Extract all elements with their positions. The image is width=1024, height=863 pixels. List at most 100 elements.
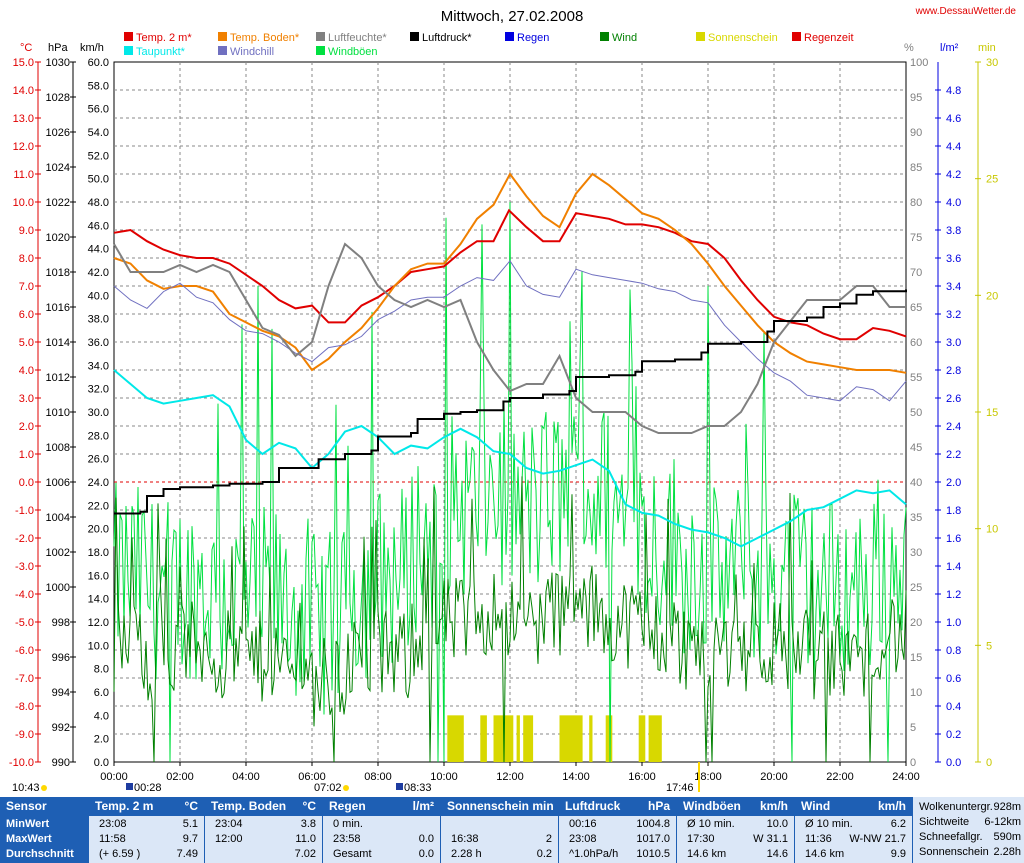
annotations: 10:43 00:28 07:02 08:33 17:46: [12, 762, 700, 794]
rain-tick-13: 2.2: [946, 449, 961, 461]
stats-cell-time: 12:00: [215, 833, 243, 845]
pressure-tick-1: 1028: [46, 92, 70, 104]
x-tick-12: 24:00: [892, 771, 920, 783]
legend-swatch-1: [124, 46, 133, 55]
site-link[interactable]: www.DessauWetter.de: [915, 6, 1017, 17]
stats-cell-value: 9.9: [890, 848, 906, 860]
wind-tick-1: 58.0: [88, 80, 109, 92]
wind-tick-20: 20.0: [88, 524, 109, 536]
stats-cell-value: 5.1: [182, 818, 198, 830]
stats-extra-value: 590m: [993, 831, 1021, 843]
stats-extra-label: Sonnenschein: [919, 846, 989, 858]
temp-tick-2: 13.0: [13, 113, 34, 125]
stats-cell-value: 1017.0: [636, 833, 670, 845]
rain-tick-0: 4.8: [946, 85, 961, 97]
stats-header-sensor: Sensor: [0, 797, 88, 816]
temp-tick-19: -4.0: [15, 589, 34, 601]
legend-swatch-7: [505, 32, 514, 41]
temp-tick-9: 6.0: [19, 309, 34, 321]
stats-cell-value: 1010.5: [636, 848, 670, 860]
pressure-tick-3: 1024: [46, 162, 70, 174]
wind-tick-12: 36.0: [88, 337, 109, 349]
annot-label-2: 07:02: [314, 782, 342, 794]
wind-tick-5: 50.0: [88, 174, 109, 186]
legend-swatch-9: [696, 32, 705, 41]
temp-tick-11: 4.0: [19, 365, 34, 377]
temp-tick-1: 14.0: [13, 85, 34, 97]
stats-header-unit: hPa: [647, 799, 670, 813]
stats-row: 00:16 1004.8: [559, 817, 676, 832]
rain-tick-10: 2.8: [946, 365, 961, 377]
stats-row: 17:30 W 31.1: [677, 832, 794, 847]
annot-label-4: 17:46: [666, 782, 694, 794]
stats-cell-value: 0.0: [418, 848, 434, 860]
stats-row: ^1.0hPa/h 1010.5: [559, 847, 676, 862]
rain-tick-8: 3.2: [946, 309, 961, 321]
stats-cell-value: 0.0: [418, 833, 434, 845]
humidity-tick-3: 85: [910, 162, 922, 174]
wind-tick-22: 16.0: [88, 570, 109, 582]
wind-tick-13: 34.0: [88, 360, 109, 372]
wind-tick-11: 38.0: [88, 314, 109, 326]
sun-bar-7: [605, 715, 613, 762]
stats-cell-time: 14.6 km: [687, 848, 727, 860]
pressure-tick-8: 1014: [46, 337, 70, 349]
stats-cell-time: Gesamt: [333, 848, 372, 860]
stats-header-wind: Wind km/h: [795, 797, 912, 816]
stats-extra-row: Sonnenschein 2.28h: [913, 845, 1024, 860]
humidity-tick-6: 70: [910, 267, 922, 279]
stats-row: Gesamt 0.0: [323, 847, 440, 862]
sun-tick-2: 20: [986, 290, 998, 302]
stats-cell-value: 3.8: [300, 818, 316, 830]
sun-bar-0: [447, 715, 464, 762]
humidity-tick-14: 30: [910, 547, 922, 559]
stats-row-label: MaxWert: [6, 833, 52, 845]
humidity-tick-5: 75: [910, 232, 922, 244]
stats-cell-time: ^1.0hPa/h: [569, 848, 619, 860]
temp-tick-6: 9.0: [19, 225, 34, 237]
rain-tick-12: 2.4: [946, 421, 961, 433]
humidity-tick-11: 45: [910, 442, 922, 454]
sun-bar-9: [648, 715, 662, 762]
stats-header-tempboden: Temp. Boden °C: [205, 797, 322, 816]
wind-series: [113, 476, 907, 763]
stats-row: 0 min.: [323, 817, 440, 832]
temp-tick-16: -1.0: [15, 505, 34, 517]
legend-label-10: Regenzeit: [804, 32, 854, 44]
stats-row: 16:38 2: [441, 832, 558, 847]
sun-bar-4: [523, 715, 534, 762]
temp-tick-10: 5.0: [19, 337, 34, 349]
legend-swatch-2: [218, 32, 227, 41]
stats-cell-time: 17:30: [687, 833, 715, 845]
sunrise-icon: [41, 785, 47, 791]
wind-tick-17: 26.0: [88, 454, 109, 466]
stats-row: (+ 6.59 ) 7.49: [89, 847, 204, 862]
legend-label-7: Regen: [517, 32, 549, 44]
axis-units: °C hPa km/h % l/m² min: [20, 42, 996, 54]
stats-header-label: Sonnenschein min: [447, 799, 554, 813]
legend-label-6: Luftdruck*: [422, 32, 472, 44]
stats-col-windboeen: Windböen km/h Ø 10 min. 10.0 17:30 W 31.1 14.6…: [677, 797, 794, 863]
wind-tick-28: 4.0: [94, 710, 109, 722]
x-tick-7: 14:00: [562, 771, 590, 783]
humidity-tick-10: 50: [910, 407, 922, 419]
stats-cell-time: Ø 10 min.: [687, 818, 735, 830]
stats-cell-value: 14.6: [766, 848, 788, 860]
stats-extra-value: 928m: [993, 801, 1021, 813]
stats-cell-value: 6.2: [890, 818, 906, 830]
temp-tick-7: 8.0: [19, 253, 34, 265]
stats-cell-time: (+ 6.59 ): [99, 848, 141, 860]
rain-tick-17: 1.4: [946, 561, 961, 573]
stats-col-wind: Wind km/h Ø 10 min. 6.2 11:36 W-NW 21.7 14.6 k…: [795, 797, 912, 863]
pressure-tick-10: 1010: [46, 407, 70, 419]
wind-tick-16: 28.0: [88, 430, 109, 442]
sun-bar-8: [638, 715, 646, 762]
stats-cell-value: 10.0: [766, 818, 788, 830]
wind-tick-24: 12.0: [88, 617, 109, 629]
sun-tick-6: 0: [986, 757, 992, 769]
x-tick-11: 22:00: [826, 771, 854, 783]
stats-header-temp2m: Temp. 2 m °C: [89, 797, 204, 816]
stats-cell-time: 00:16: [569, 818, 597, 830]
sun-tick-5: 5: [986, 640, 992, 652]
pressure-tick-11: 1008: [46, 442, 70, 454]
